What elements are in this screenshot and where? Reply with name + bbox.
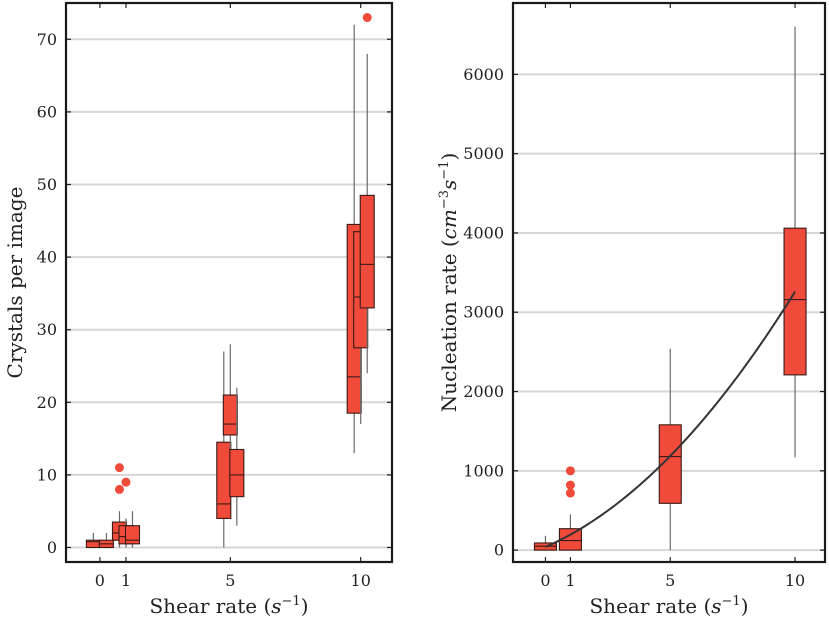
x-axis-label: Shear rate (s−1) bbox=[589, 594, 748, 618]
y-tick-label: 70 bbox=[37, 30, 57, 49]
y-axis-label: Nucleation rate (cm−3s−1) bbox=[437, 153, 461, 413]
x-tick-label: 10 bbox=[351, 571, 371, 590]
y-tick-label: 60 bbox=[37, 102, 57, 121]
x-tick-label: 5 bbox=[665, 571, 675, 590]
box bbox=[783, 227, 807, 376]
outlier-point bbox=[114, 484, 124, 494]
box bbox=[124, 525, 141, 545]
box bbox=[216, 441, 232, 519]
y-tick-label: 20 bbox=[37, 393, 57, 412]
y-tick-label: 0 bbox=[494, 541, 504, 560]
outlier-point bbox=[565, 480, 575, 490]
axes-frame bbox=[64, 1, 394, 564]
y-tick-label: 40 bbox=[37, 248, 57, 267]
y-tick-label: 4000 bbox=[463, 223, 504, 242]
x-tick-label: 0 bbox=[95, 571, 105, 590]
outlier-point bbox=[362, 13, 372, 23]
y-tick-label: 5000 bbox=[463, 144, 504, 163]
x-tick-label: 10 bbox=[785, 571, 805, 590]
outlier-point bbox=[121, 477, 131, 487]
y-tick-label: 2000 bbox=[463, 382, 504, 401]
y-tick-label: 0 bbox=[47, 538, 57, 557]
y-tick-label: 50 bbox=[37, 175, 57, 194]
y-tick-label: 30 bbox=[37, 320, 57, 339]
y-tick-label: 3000 bbox=[463, 303, 504, 322]
box bbox=[222, 394, 238, 436]
y-tick-label: 10 bbox=[37, 465, 57, 484]
y-tick-label: 6000 bbox=[463, 65, 504, 84]
x-tick-label: 5 bbox=[225, 571, 235, 590]
x-tick-label: 1 bbox=[121, 571, 131, 590]
x-tick-label: 1 bbox=[565, 571, 575, 590]
axes-frame bbox=[511, 1, 827, 564]
box bbox=[359, 194, 375, 309]
outlier-point bbox=[565, 488, 575, 498]
fit-curve bbox=[545, 291, 796, 548]
box bbox=[658, 424, 682, 504]
y-axis-label: Crystals per image bbox=[3, 187, 27, 379]
x-tick-label: 0 bbox=[540, 571, 550, 590]
outlier-point bbox=[565, 466, 575, 476]
outlier-point bbox=[114, 463, 124, 473]
y-tick-label: 1000 bbox=[463, 461, 504, 480]
box bbox=[229, 448, 245, 498]
x-axis-label: Shear rate (s−1) bbox=[149, 594, 308, 618]
